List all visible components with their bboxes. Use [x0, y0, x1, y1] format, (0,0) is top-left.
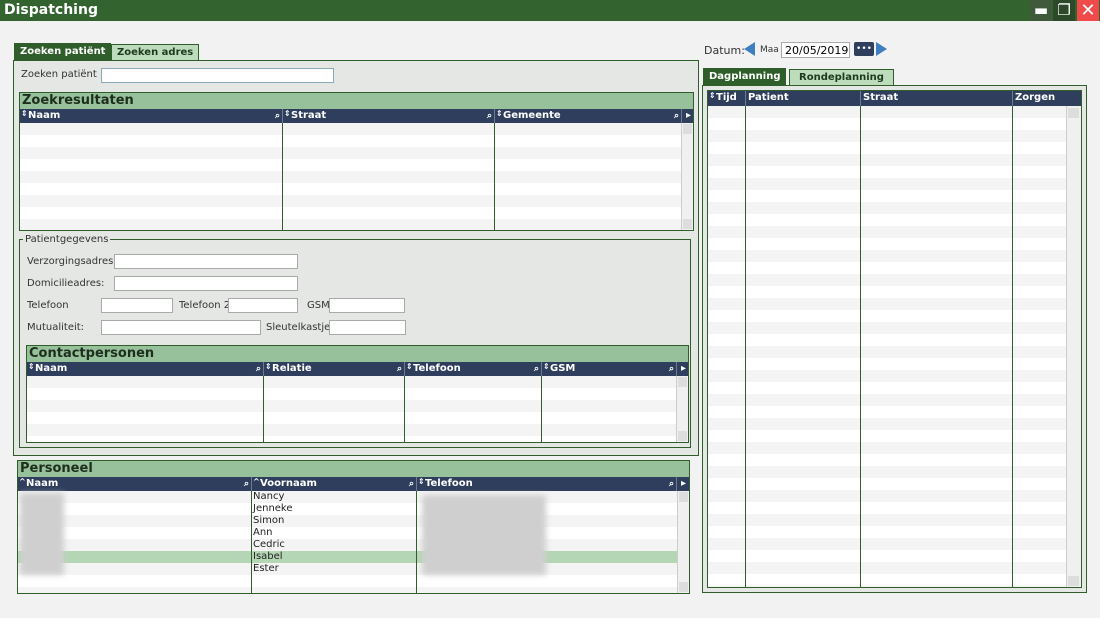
- close-icon[interactable]: ✕: [1077, 0, 1099, 21]
- search-icon[interactable]: ⌕: [396, 364, 402, 374]
- patientgegevens-fieldset: [19, 239, 691, 448]
- tab-zoeken-adres[interactable]: Zoeken adres: [111, 44, 200, 60]
- column-label: Voornaam: [260, 478, 317, 489]
- next-date-icon[interactable]: [876, 42, 887, 56]
- column-label: Tijd: [716, 92, 737, 103]
- column-zorgen[interactable]: Zorgen: [1012, 91, 1066, 106]
- column-naam[interactable]: ^ Naam ⌕: [19, 477, 249, 489]
- previous-date-icon[interactable]: [744, 42, 755, 56]
- column-label: Patient: [748, 92, 789, 103]
- search-icon[interactable]: ⌕: [274, 111, 280, 121]
- sleutelkastje-label: Sleutelkastje: [266, 322, 331, 333]
- datum-label: Datum:: [704, 44, 745, 57]
- search-icon[interactable]: ⌕: [243, 479, 249, 489]
- verzorgingsadres-label: Verzorgingsadres:: [27, 256, 117, 267]
- date-picker-button[interactable]: •••: [854, 42, 874, 56]
- column-label: Zorgen: [1015, 92, 1056, 103]
- personeel-row-voornaam[interactable]: Ann: [253, 527, 273, 538]
- telefoon2-input[interactable]: [228, 298, 298, 313]
- verzorgingsadres-input[interactable]: [114, 254, 298, 269]
- column-gsm[interactable]: ⇕ GSM ⌕: [541, 362, 674, 376]
- search-icon[interactable]: ⌕: [533, 364, 539, 374]
- tab-rondeplanning[interactable]: Rondeplanning: [789, 69, 894, 85]
- restore-icon[interactable]: ❐: [1053, 0, 1075, 21]
- column-label: Naam: [28, 110, 61, 121]
- scrollbar[interactable]: [1066, 106, 1081, 587]
- window-title: Dispatching: [4, 2, 98, 18]
- minimize-icon[interactable]: ▬: [1030, 0, 1052, 21]
- telefoon-input[interactable]: [101, 298, 173, 313]
- date-input[interactable]: [781, 42, 850, 58]
- column-relatie[interactable]: ⇕ Relatie ⌕: [263, 362, 402, 376]
- column-label: Relatie: [272, 363, 312, 374]
- column-naam[interactable]: ⇕ Naam ⌕: [21, 109, 280, 121]
- column-label: Naam: [26, 478, 59, 489]
- search-patient-input[interactable]: [101, 68, 334, 83]
- column-menu-icon[interactable]: ▸: [676, 477, 689, 491]
- column-telefoon[interactable]: ⇕ Telefoon ⌕: [416, 477, 674, 491]
- scrollbar[interactable]: [681, 123, 693, 230]
- column-label: Telefoon: [425, 478, 473, 489]
- column-naam[interactable]: ⇕ Naam ⌕: [28, 362, 261, 374]
- personeel-row-voornaam[interactable]: Cedric: [253, 539, 285, 550]
- personeel-row-voornaam[interactable]: Isabel: [253, 551, 283, 562]
- day-label: Maa: [760, 45, 779, 55]
- zoekresultaten-grid: Zoekresultaten ⇕ Naam ⌕ ⇕ Straat ⌕ ⇕ Gemeente…: [19, 92, 694, 231]
- domicilieadres-input[interactable]: [114, 276, 298, 291]
- title-bar: [0, 0, 1100, 21]
- column-telefoon[interactable]: ⇕ Telefoon ⌕: [404, 362, 539, 376]
- contactpersonen-grid: Contactpersonen ⇕ Naam ⌕ ⇕ Relatie ⌕ ⇕ Telefo…: [26, 345, 689, 443]
- column-voornaam[interactable]: ^ Voornaam ⌕: [251, 477, 414, 491]
- column-label: Telefoon: [413, 363, 461, 374]
- telefoon2-label: Telefoon 2: [179, 300, 231, 311]
- scrollbar[interactable]: [677, 491, 689, 593]
- search-icon[interactable]: ⌕: [673, 111, 679, 121]
- contactpersonen-title: Contactpersonen: [27, 346, 688, 362]
- column-label: Straat: [291, 110, 327, 121]
- column-menu-icon[interactable]: ▸: [676, 362, 688, 376]
- tab-dagplanning[interactable]: Dagplanning: [703, 68, 787, 85]
- personeel-row-voornaam[interactable]: Nancy: [253, 491, 285, 502]
- search-icon[interactable]: ⌕: [668, 479, 674, 489]
- column-tijd[interactable]: ⇕ Tijd: [709, 91, 737, 103]
- tab-zoeken-patient[interactable]: Zoeken patiënt: [14, 43, 112, 60]
- search-icon[interactable]: ⌕: [486, 111, 492, 121]
- column-label: Gemeente: [503, 110, 561, 121]
- patientgegevens-legend: Patientgegevens: [23, 234, 111, 245]
- mutualiteit-input[interactable]: [101, 320, 261, 335]
- search-icon[interactable]: ⌕: [255, 364, 261, 374]
- search-label: Zoeken patiënt: [21, 69, 97, 80]
- mutualiteit-label: Mutualiteit:: [27, 322, 85, 333]
- personeel-title: Personeel: [18, 461, 689, 477]
- column-straat[interactable]: ⇕ Straat ⌕: [282, 109, 492, 123]
- gsm-input[interactable]: [329, 298, 405, 313]
- domicilieadres-label: Domicilieadres:: [27, 278, 105, 289]
- column-patient[interactable]: Patient: [745, 91, 860, 106]
- gsm-label: GSM: [307, 300, 330, 311]
- column-label: Straat: [863, 92, 899, 103]
- zoekresultaten-title: Zoekresultaten: [20, 93, 693, 109]
- sleutelkastje-input[interactable]: [329, 320, 406, 335]
- selected-row[interactable]: [18, 551, 677, 563]
- column-label: GSM: [550, 363, 576, 374]
- personeel-grid: Personeel ^ Naam ⌕ ^ Voornaam ⌕ ⇕ Telefoon ⌕ ▸…: [17, 460, 690, 594]
- search-icon[interactable]: ⌕: [668, 364, 674, 374]
- column-straat[interactable]: Straat: [860, 91, 1012, 106]
- personeel-row-voornaam[interactable]: Simon: [253, 515, 285, 526]
- column-gemeente[interactable]: ⇕ Gemeente ⌕: [494, 109, 679, 123]
- personeel-row-voornaam[interactable]: Ester: [253, 563, 279, 574]
- search-icon[interactable]: ⌕: [408, 479, 414, 489]
- scrollbar[interactable]: [676, 376, 688, 442]
- personeel-row-voornaam[interactable]: Jenneke: [253, 503, 293, 514]
- dagplanning-grid: ⇕ Tijd Patient Straat Zorgen: [707, 90, 1082, 588]
- column-label: Naam: [35, 363, 68, 374]
- telefoon-label: Telefoon: [27, 300, 69, 311]
- column-menu-icon[interactable]: ▸: [681, 109, 693, 123]
